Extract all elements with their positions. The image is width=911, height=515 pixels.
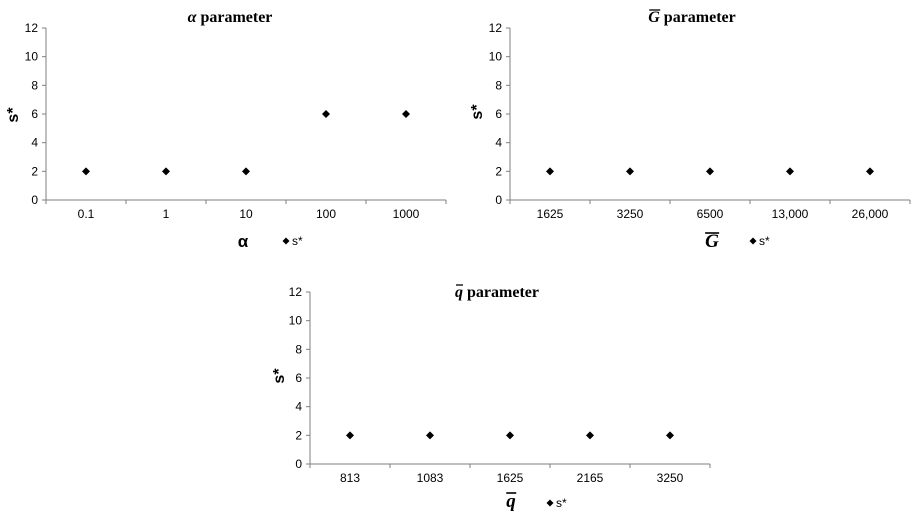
x-tick-label: 26,000 [852, 207, 889, 221]
data-point [162, 167, 170, 176]
data-point [402, 110, 410, 118]
legend-label: s* [556, 496, 567, 510]
legend: s* [282, 234, 303, 248]
title-text: parameter [463, 284, 539, 301]
x-axis-label: q [506, 491, 516, 512]
y-tick-label: 12 [289, 285, 303, 299]
chart-title: α parameter [188, 9, 273, 26]
title-symbol: G [648, 9, 660, 26]
data-point [626, 167, 634, 176]
y-tick-label: 10 [289, 314, 303, 328]
x-tick-label: 10 [239, 207, 253, 221]
x-tick-label: 1000 [393, 207, 420, 221]
y-tick-label: 6 [495, 107, 502, 121]
data-point [586, 431, 594, 440]
y-tick-label: 0 [31, 193, 38, 207]
y-tick-label: 8 [495, 78, 502, 92]
title-symbol: q [455, 284, 463, 301]
chart-panel-3: 0 2 4 6 8 10 12 813 1083 1625 2165 3250 q parameter s… [271, 284, 711, 512]
legend-marker [546, 499, 554, 507]
data-point [82, 167, 90, 176]
y-tick-label: 10 [25, 50, 39, 64]
y-axis-label: s* [271, 368, 288, 384]
title-text: parameter [196, 9, 272, 26]
y-axis-label: s* [5, 107, 22, 123]
data-point [346, 431, 354, 440]
data-point [546, 167, 554, 176]
y-tick-label: 10 [489, 50, 503, 64]
legend: s* [749, 234, 770, 248]
y-tick-label: 12 [489, 21, 503, 35]
y-axis-label: s* [469, 104, 486, 120]
x-tick-label: 100 [316, 207, 336, 221]
y-tick-label: 12 [25, 21, 39, 35]
y-tick-label: 6 [295, 371, 302, 385]
x-tick-label: 1625 [497, 471, 524, 485]
y-tick-label: 4 [295, 400, 302, 414]
y-tick-label: 2 [31, 164, 38, 178]
x-tick-label: 0.1 [78, 207, 95, 221]
chart-title: q parameter [455, 284, 539, 301]
x-tick-label: 813 [340, 471, 360, 485]
legend-label: s* [759, 234, 770, 248]
chart-panel-1: 0 2 4 6 8 10 12 0.1 1 10 100 1000 α parameter s* α s* [5, 9, 447, 251]
y-tick-label: 2 [295, 428, 302, 442]
chart-title: G parameter [648, 9, 736, 26]
x-tick-label: 6500 [697, 207, 724, 221]
legend-marker [282, 237, 290, 245]
y-tick-label: 2 [495, 164, 502, 178]
legend-marker [749, 237, 757, 245]
data-point [866, 167, 874, 176]
data-point [322, 110, 330, 118]
y-tick-label: 4 [495, 136, 502, 150]
title-symbol: α [188, 9, 198, 26]
x-tick-label: 3250 [657, 471, 684, 485]
x-tick-label: 1625 [537, 207, 564, 221]
y-tick-label: 4 [31, 136, 38, 150]
data-point [506, 431, 514, 440]
data-point [786, 167, 794, 176]
y-tick-label: 8 [31, 78, 38, 92]
x-tick-label: 2165 [577, 471, 604, 485]
data-point [706, 167, 714, 176]
x-tick-label: 3250 [617, 207, 644, 221]
data-point [426, 431, 434, 440]
x-tick-label: 13,000 [772, 207, 809, 221]
data-point [242, 167, 250, 176]
x-axis-label: G [705, 231, 719, 252]
legend-label: s* [292, 234, 303, 248]
y-tick-label: 0 [295, 457, 302, 471]
y-tick-label: 0 [495, 193, 502, 207]
data-point [666, 431, 674, 440]
legend: s* [546, 496, 567, 510]
x-tick-label: 1083 [417, 471, 444, 485]
chart-panel-2: 0 2 4 6 8 10 12 1625 3250 6500 13,000 26,000 G param… [469, 9, 911, 252]
y-tick-label: 8 [295, 342, 302, 356]
x-tick-label: 1 [163, 207, 170, 221]
y-tick-label: 6 [31, 107, 38, 121]
title-text: parameter [660, 9, 736, 26]
x-axis-label: α [238, 232, 249, 251]
